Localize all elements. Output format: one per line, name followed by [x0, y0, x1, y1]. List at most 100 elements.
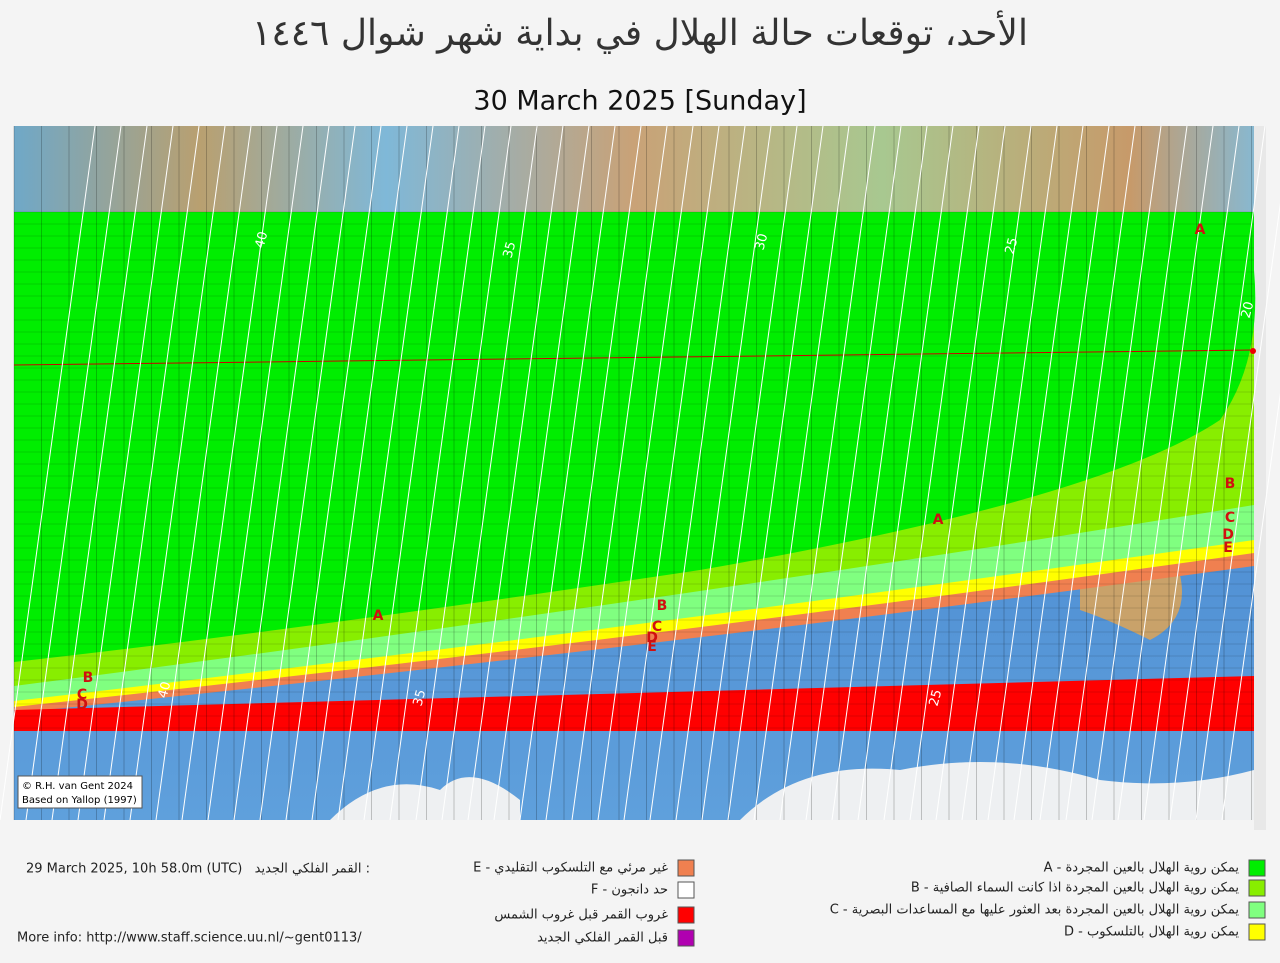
- zone-label: D: [76, 697, 88, 713]
- contour-line: [623, 125, 720, 821]
- antarctica: [330, 762, 1254, 820]
- date: 30 March 2025 [Sunday]: [473, 86, 806, 117]
- zone-label: E: [647, 639, 657, 655]
- zone-label: A: [933, 512, 944, 528]
- zone-label: A: [373, 608, 384, 624]
- contour-line: [571, 125, 668, 821]
- zone-label: C: [652, 619, 662, 635]
- contour-line: [909, 125, 1006, 821]
- contour-line: [1091, 125, 1188, 821]
- legend-text: قبل القمر الفلكي الجديد: [537, 931, 668, 946]
- contour-line: [207, 125, 304, 821]
- contour-line: [0, 125, 96, 821]
- legend-swatch: [1248, 923, 1266, 941]
- legend-swatch: [677, 881, 695, 899]
- contour-line: [51, 125, 148, 821]
- contour-line: [1117, 125, 1214, 821]
- legend-text: E - غير مرئي مع التلسكوب التقليدي: [473, 861, 668, 876]
- contour-line: [883, 125, 980, 821]
- contour-line: [1065, 125, 1162, 821]
- zone-label: E: [1223, 540, 1233, 556]
- contour-line: [727, 125, 824, 821]
- contour-line: [597, 125, 694, 821]
- contour-line: [545, 125, 642, 821]
- contour-line: [129, 125, 226, 821]
- contour-label: 35: [501, 240, 520, 260]
- arctic-terrain: [14, 126, 1254, 212]
- contour-line: [519, 125, 616, 821]
- contour-line: [1143, 125, 1240, 821]
- credit: Based on Yallop (1997): [22, 795, 137, 806]
- title: الأحد، توقعات حالة الهلال في بداية شهر ش…: [252, 10, 1028, 54]
- contour-line: [389, 125, 486, 821]
- legend-text: B - يمكن روية الهلال بالعين المجردة اذا …: [911, 881, 1240, 896]
- zone-label: B: [657, 598, 668, 614]
- contour-line: [155, 125, 252, 821]
- contour-line: [25, 125, 122, 821]
- map: [0, 125, 1280, 830]
- contour-line: [753, 125, 850, 821]
- contour-line: [415, 125, 512, 821]
- legend-swatch: [1248, 901, 1266, 919]
- contour-line: [337, 125, 434, 821]
- contour-line: [181, 125, 278, 821]
- contour-line: [233, 125, 330, 821]
- contour-label: 25: [927, 688, 946, 708]
- contour-line: [103, 125, 200, 821]
- contour-line: [1169, 125, 1266, 821]
- contour-line: [441, 125, 538, 821]
- contour-line: [1013, 125, 1110, 821]
- contour-line: [1039, 125, 1136, 821]
- contour-line: [701, 125, 798, 821]
- contour-line: [805, 125, 902, 821]
- credit-box: [17, 775, 143, 809]
- contour-line: [467, 125, 564, 821]
- more-info: More info: http://www.staff.science.uu.n…: [17, 931, 362, 946]
- contour-line: [259, 125, 356, 821]
- contour-line: [1195, 202, 1280, 821]
- legend-swatch: [1248, 879, 1266, 897]
- visibility-zone: [14, 212, 1256, 662]
- legend-text: D - يمكن روية الهلال بالتلسكوب: [1064, 925, 1239, 940]
- legend-text: غروب القمر قبل غروب الشمس: [494, 908, 668, 923]
- apex: [1250, 348, 1256, 354]
- contour-label: 20: [1239, 300, 1258, 320]
- contour-line: [363, 125, 460, 821]
- legend-text: C - يمكن روية الهلال بالعين المجردة بعد …: [830, 903, 1240, 918]
- contour-line: [1221, 392, 1280, 821]
- map-edge: [1254, 126, 1266, 830]
- contour-label: 35: [411, 688, 430, 708]
- zone-label: C: [1225, 510, 1235, 526]
- contour-line: [935, 125, 1032, 821]
- zone-label: A: [1195, 222, 1206, 238]
- contour-line: [649, 125, 746, 821]
- contour-line: [77, 125, 174, 821]
- contour-line: [961, 125, 1058, 821]
- contour-label: 40: [156, 680, 175, 700]
- contour-line: [285, 125, 382, 821]
- contour-line: [987, 125, 1084, 821]
- legend-swatch: [1248, 859, 1266, 877]
- contour-line: [857, 125, 954, 821]
- zone-label: D: [1222, 527, 1234, 543]
- contour-label: 40: [253, 230, 272, 250]
- contour-line: [493, 125, 590, 821]
- zone-label: C: [77, 687, 87, 703]
- contour-line: [831, 125, 928, 821]
- zone-label: B: [83, 670, 94, 686]
- contour-label: 30: [753, 232, 772, 252]
- legend-text: F - حد دانجون: [591, 883, 668, 898]
- new-moon-label: القمر الفلكي الجديد :: [255, 862, 370, 877]
- contour-label: 25: [1003, 236, 1022, 256]
- legend-swatch: [677, 906, 695, 924]
- contour-line: [311, 125, 408, 821]
- credit: © R.H. van Gent 2024: [22, 781, 133, 792]
- ecliptic: [13, 349, 1255, 366]
- zone-label: D: [646, 630, 658, 646]
- new-moon-value: 29 March 2025, 10h 58.0m (UTC): [26, 862, 242, 877]
- contour-line: [779, 125, 876, 821]
- legend-text: A - يمكن روية الهلال بالعين المجردة: [1044, 861, 1240, 876]
- contour-line: [675, 125, 772, 821]
